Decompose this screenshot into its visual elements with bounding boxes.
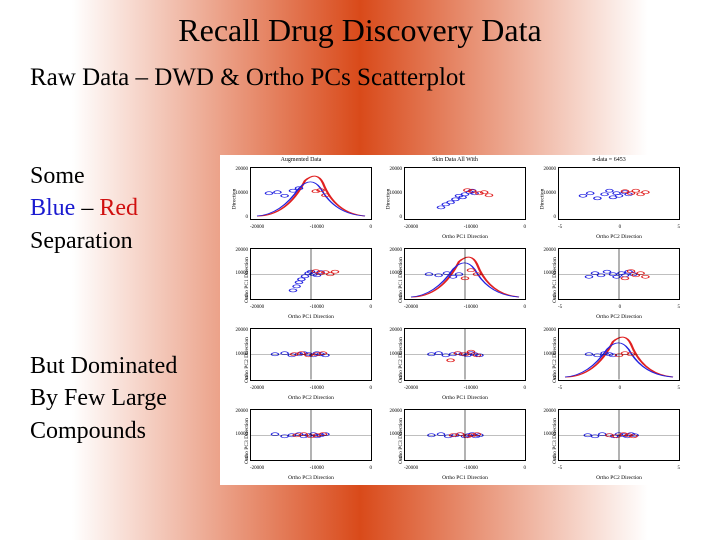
para-dominated: But Dominated By Few Large Compounds (30, 350, 177, 447)
plot-area (250, 328, 372, 381)
x-axis-label: Ortho PC1 Direction (404, 475, 526, 481)
scatter-panel: Skin Data All WithDirectionOrtho PC1 Dir… (380, 161, 530, 238)
x-ticks: -20000-100000 (404, 386, 526, 391)
x-ticks: -505 (558, 466, 680, 471)
panel-title: Augmented Data (226, 157, 376, 163)
x-axis-label: Ortho PC2 Direction (558, 234, 680, 240)
y-ticks: 20000100000 (542, 167, 556, 220)
y-ticks: 20000100000 (388, 167, 402, 220)
y-ticks: 20000100000 (234, 328, 248, 381)
text-red: Red (99, 195, 138, 221)
text: But Dominated (30, 353, 177, 379)
y-ticks: 20000100000 (388, 409, 402, 462)
text: Some (30, 163, 85, 189)
scatter-panel: Ortho PC1 DirectionOrtho PC2 Direction20… (534, 242, 684, 319)
x-ticks: -20000-100000 (250, 466, 372, 471)
y-ticks: 20000100000 (234, 409, 248, 462)
y-ticks: 20000100000 (388, 248, 402, 301)
plot-area (250, 167, 372, 220)
x-ticks: -505 (558, 305, 680, 310)
x-axis-label: Ortho PC1 Direction (404, 395, 526, 401)
x-axis-label: Ortho PC2 Direction (250, 395, 372, 401)
scatter-panel: n-data = 6453DirectionOrtho PC2 Directio… (534, 161, 684, 238)
text: Compounds (30, 418, 146, 444)
plot-area (404, 167, 526, 220)
x-ticks: -505 (558, 386, 680, 391)
scatter-panel: Ortho PC3 DirectionOrtho PC1 Direction20… (380, 403, 530, 480)
scatter-panel: Augmented DataDirection20000100000-20000… (226, 161, 376, 238)
x-ticks: -505 (558, 225, 680, 230)
page-title: Recall Drug Discovery Data (0, 12, 720, 49)
plot-area (404, 248, 526, 301)
para-separation: Some Blue – Red Separation (30, 160, 138, 257)
text: By Few Large (30, 385, 167, 411)
x-ticks: -20000-100000 (250, 225, 372, 230)
scatter-panel: Ortho PC1 Direction20000100000-20000-100… (380, 242, 530, 319)
x-ticks: -20000-100000 (250, 386, 372, 391)
plot-area (558, 328, 680, 381)
panel-title: n-data = 6453 (534, 157, 684, 163)
y-ticks: 20000100000 (542, 248, 556, 301)
plot-area (250, 409, 372, 462)
plot-area (558, 248, 680, 301)
scatter-panel: Ortho PC3 DirectionOrtho PC2 Direction20… (534, 403, 684, 480)
plot-area (404, 409, 526, 462)
scatter-panel: Ortho PC1 DirectionOrtho PC1 Direction20… (226, 242, 376, 319)
text: Separation (30, 228, 133, 254)
y-ticks: 20000100000 (542, 328, 556, 381)
text-blue: Blue (30, 195, 75, 221)
y-ticks: 20000100000 (234, 248, 248, 301)
plot-area (558, 409, 680, 462)
text: – (75, 195, 99, 221)
x-axis-label: Ortho PC3 Direction (250, 475, 372, 481)
x-ticks: -20000-100000 (404, 466, 526, 471)
x-axis-label: Ortho PC1 Direction (250, 314, 372, 320)
y-ticks: 20000100000 (234, 167, 248, 220)
scatterplot-matrix: Augmented DataDirection20000100000-20000… (220, 155, 690, 485)
panel-title: Skin Data All With (380, 157, 530, 163)
plot-area (404, 328, 526, 381)
x-axis-label: Ortho PC1 Direction (404, 234, 526, 240)
x-axis-label: Ortho PC2 Direction (558, 475, 680, 481)
x-axis-label: Ortho PC2 Direction (558, 314, 680, 320)
scatter-panel: Ortho PC2 Direction20000100000-505 (534, 322, 684, 399)
x-ticks: -20000-100000 (404, 225, 526, 230)
y-ticks: 20000100000 (388, 328, 402, 381)
plot-area (558, 167, 680, 220)
x-ticks: -20000-100000 (404, 305, 526, 310)
page-subtitle: Raw Data – DWD & Ortho PCs Scatterplot (30, 64, 465, 92)
scatter-panel: Ortho PC2 DirectionOrtho PC1 Direction20… (380, 322, 530, 399)
plot-area (250, 248, 372, 301)
y-ticks: 20000100000 (542, 409, 556, 462)
scatter-panel: Ortho PC2 DirectionOrtho PC2 Direction20… (226, 322, 376, 399)
x-ticks: -20000-100000 (250, 305, 372, 310)
scatter-panel: Ortho PC3 DirectionOrtho PC3 Direction20… (226, 403, 376, 480)
